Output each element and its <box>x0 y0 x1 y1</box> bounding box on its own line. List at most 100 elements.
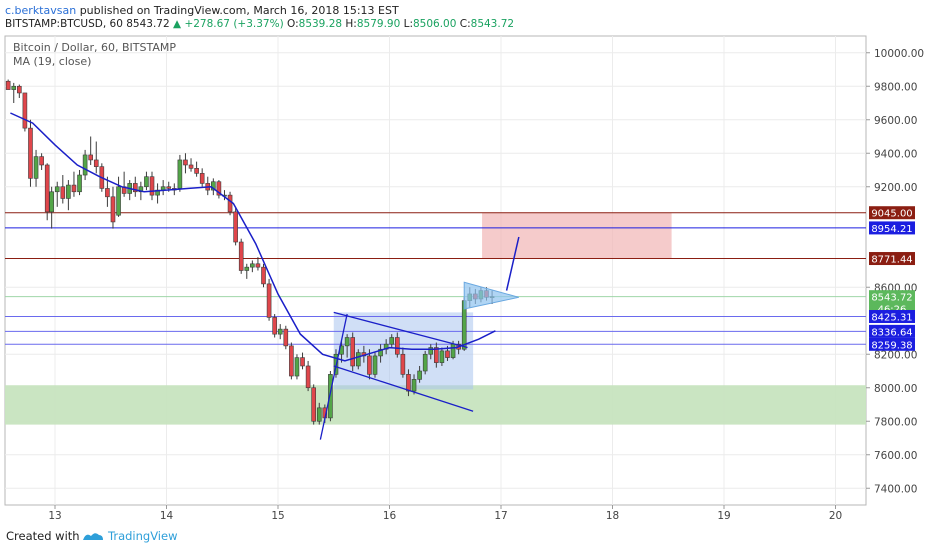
candle <box>406 369 411 397</box>
candle-body <box>17 85 22 94</box>
candle-body <box>166 186 172 189</box>
candle <box>417 365 422 383</box>
y-tick-label: 9200.00 <box>874 182 917 194</box>
candle-body <box>116 186 121 216</box>
candle-body <box>149 176 155 196</box>
candle <box>411 374 417 395</box>
candle <box>66 180 71 211</box>
candle <box>311 384 316 425</box>
candle <box>395 332 400 358</box>
candle <box>88 136 93 165</box>
tradingview-brand[interactable]: TradingView <box>108 529 178 543</box>
candle-body <box>244 266 250 271</box>
symbol-name: BITSTAMP:BTCUSD, 60 <box>5 18 123 30</box>
candle-body <box>344 337 350 347</box>
price-tag-bg <box>869 324 915 338</box>
y-tick-label: 8200.00 <box>874 349 917 361</box>
candle <box>266 278 272 321</box>
candle-body <box>233 211 238 243</box>
candle-body <box>283 328 289 347</box>
candle <box>250 260 255 273</box>
candle <box>372 352 378 378</box>
chart-header: c.berktavsan published on TradingView.co… <box>0 0 932 34</box>
candle-body <box>350 337 356 367</box>
high-value: 8579.90 <box>356 18 401 30</box>
candle-body <box>406 374 411 392</box>
open-label: O: <box>287 18 299 30</box>
x-tick-label: 15 <box>271 510 284 522</box>
channel-bottom-line <box>333 365 474 412</box>
candle-body <box>227 194 233 213</box>
candle-body <box>355 352 361 367</box>
pennant-triangle <box>463 281 519 310</box>
candle-body <box>450 343 456 358</box>
author-link[interactable]: c.berktavsan <box>5 4 77 17</box>
projection-line <box>505 236 520 291</box>
candle-body <box>33 156 39 179</box>
candle-body <box>316 407 322 422</box>
candle-body <box>54 186 60 193</box>
price-tag-text: 8425.31 <box>871 313 912 324</box>
support-zone <box>5 385 866 425</box>
candle <box>422 350 428 375</box>
close-value: 8543.72 <box>470 18 515 30</box>
price-tag-bg <box>869 337 915 351</box>
candle-body <box>183 159 188 166</box>
candle <box>188 158 194 172</box>
candle-body <box>311 387 316 422</box>
candle-body <box>39 156 44 166</box>
price-tag-bg <box>869 206 915 220</box>
y-tick-label: 9400.00 <box>874 148 917 160</box>
y-tick-label: 8000.00 <box>874 383 917 395</box>
candle <box>199 168 205 187</box>
candle-body <box>93 159 99 167</box>
price-tag-text: 8259.38 <box>871 340 912 351</box>
candle-body <box>11 85 17 90</box>
candle-body <box>411 379 417 392</box>
candle-body <box>250 263 255 268</box>
candle-body <box>445 350 450 358</box>
price-tag-text: 8543.72 <box>871 293 912 304</box>
candle-body <box>272 317 277 335</box>
candle-body <box>266 283 272 318</box>
candle-body <box>77 174 82 193</box>
candle <box>22 92 28 132</box>
price-tag: 8336.64 <box>869 324 915 338</box>
candle <box>194 161 199 177</box>
candle <box>77 170 82 196</box>
candle-body <box>378 348 383 357</box>
candle <box>49 186 54 229</box>
candle-body <box>261 266 266 285</box>
publish-line: c.berktavsan published on TradingView.co… <box>5 4 399 17</box>
candle <box>110 186 116 229</box>
candle <box>11 82 17 103</box>
candle <box>39 153 44 170</box>
target-zone <box>482 212 672 259</box>
candle-body <box>422 353 428 372</box>
candle-body <box>238 241 244 271</box>
candle-body <box>5 80 11 90</box>
candle <box>283 325 289 350</box>
candle-body <box>194 168 199 174</box>
candle-body <box>328 374 333 419</box>
candle-body <box>22 92 28 129</box>
y-tick-label: 9600.00 <box>874 115 917 127</box>
low-label: L: <box>403 18 413 30</box>
x-tick-label: 20 <box>829 510 842 522</box>
footer: Created with TradingView <box>0 522 932 550</box>
candle-body <box>71 184 77 193</box>
price-tag-bg <box>869 221 915 235</box>
candle <box>350 332 356 371</box>
chart-title: Bitcoin / Dollar, 60, BITSTAMP <box>13 41 176 54</box>
candle-body <box>211 181 216 191</box>
price-tag-text: 8771.44 <box>871 255 912 266</box>
candle <box>328 371 333 422</box>
y-tick-label: 7800.00 <box>874 416 917 428</box>
candle-body <box>144 176 149 188</box>
candle <box>82 149 88 181</box>
candle-body <box>300 357 305 367</box>
consolidation-box <box>333 312 474 390</box>
y-tick-label: 9800.00 <box>874 81 917 93</box>
publish-info: published on TradingView.com, March 16, … <box>79 4 399 17</box>
